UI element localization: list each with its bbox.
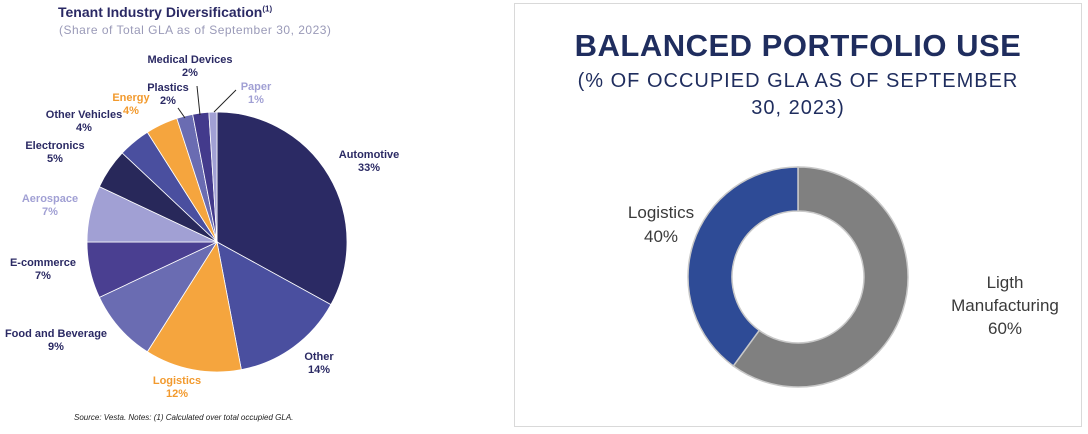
source-note: Source: Vesta. Notes: (1) Calculated ove… <box>74 413 294 422</box>
pie-value-logistics: 12% <box>166 388 188 400</box>
pie-slice-other <box>216 241 332 371</box>
pie-value-paper: 1% <box>248 94 264 106</box>
donut-chart-title: BALANCED PORTFOLIO USE <box>574 28 1022 63</box>
pie-label-plastics: Plastics <box>147 82 189 94</box>
donut-segment-ligth-manufacturing <box>732 166 909 388</box>
donut-label-line2-ligth-manufacturing: Manufacturing <box>951 296 1059 315</box>
pie-label-other: Other <box>304 351 334 363</box>
pie-label-e-commerce: E-commerce <box>10 257 76 269</box>
pie-label-food-and-beverage: Food and Beverage <box>5 328 107 340</box>
pie-label-other-vehicles: Other Vehicles <box>46 109 122 121</box>
donut-value-logistics: 40% <box>644 227 678 246</box>
pie-label-automotive: Automotive <box>339 149 400 161</box>
leader-line-medical-devices <box>196 85 201 116</box>
donut-chart-subtitle: (% OF OCCUPIED GLA AS OF SEPTEMBER 30, 2… <box>515 68 1081 122</box>
pie-chart-title: Tenant Industry Diversification(1) <box>58 4 273 20</box>
pie-value-automotive: 33% <box>358 162 380 174</box>
portfolio-use-panel: BALANCED PORTFOLIO USE (% OF OCCUPIED GL… <box>514 3 1082 427</box>
pie-label-paper: Paper <box>241 81 272 93</box>
pie-value-food-and-beverage: 9% <box>48 341 64 353</box>
pie-slice-automotive <box>216 111 348 306</box>
pie-value-energy: 4% <box>123 105 139 117</box>
donut-subtitle-line-2: 30, 2023) <box>751 97 845 119</box>
pie-label-aerospace: Aerospace <box>22 193 78 205</box>
pie-label-electronics: Electronics <box>25 140 84 152</box>
pie-label-energy: Energy <box>112 92 150 104</box>
leader-line-paper <box>213 89 237 113</box>
donut-segment-logistics <box>687 166 799 368</box>
pie-label-medical-devices: Medical Devices <box>148 54 233 66</box>
title-footnote-marker: (1) <box>262 4 273 14</box>
donut-label-line1-ligth-manufacturing: Ligth <box>987 273 1024 292</box>
donut-label-logistics: Logistics <box>628 203 694 222</box>
pie-value-medical-devices: 2% <box>182 67 198 79</box>
pie-value-other: 14% <box>308 364 330 376</box>
portfolio-donut-chart: Ligth Manufacturing 60% Logistics 40% <box>628 166 1059 388</box>
pie-value-other-vehicles: 4% <box>76 122 92 134</box>
pie-value-aerospace: 7% <box>42 206 58 218</box>
tenant-industry-panel: Tenant Industry Diversification(1) (Shar… <box>0 0 512 434</box>
pie-label-logistics: Logistics <box>153 375 201 387</box>
pie-chart-subtitle: (Share of Total GLA as of September 30, … <box>59 23 332 37</box>
donut-value-ligth-manufacturing: 60% <box>988 319 1022 338</box>
pie-slice-logistics <box>146 240 242 373</box>
pie-value-plastics: 2% <box>160 95 176 107</box>
pie-value-e-commerce: 7% <box>35 270 51 282</box>
donut-subtitle-line-1: (% OF OCCUPIED GLA AS OF SEPTEMBER <box>577 70 1019 92</box>
leader-line-plastics <box>177 107 186 119</box>
pie-value-electronics: 5% <box>47 153 63 165</box>
pie-slice-paper <box>208 111 218 243</box>
